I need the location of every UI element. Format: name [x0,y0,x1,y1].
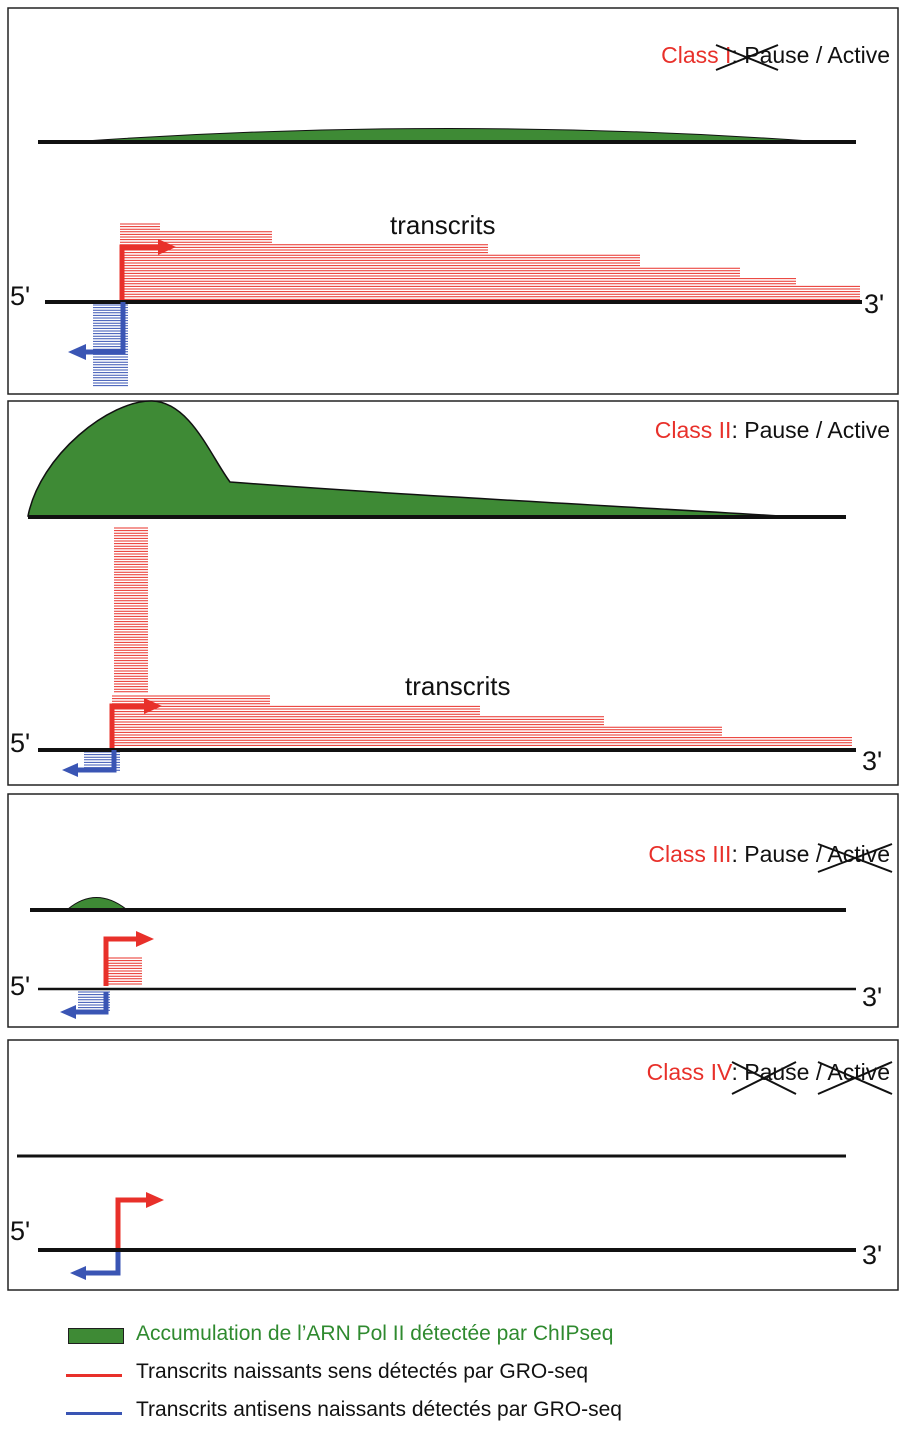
legend-sense-text: Transcrits naissants sens détectés par G… [136,1360,589,1383]
pol2-accumulation-profile [84,128,811,142]
class-name: Class I [661,42,731,68]
legend-item-sense: Transcrits naissants sens détectés par G… [64,1358,894,1396]
gene-classes-diagram: Class I: Pause / Active transcrits 5' 3'… [7,7,899,1291]
active-cross-mark [817,1061,893,1095]
active-label: Active [827,417,890,443]
five-prime-label: 5' [10,281,30,311]
panel-class-3: Class III: Pause / Active 5' 3' [7,793,899,1028]
class-status-label: Class III: Pause / Active [648,841,890,867]
antisense-tss-arrow [85,302,126,355]
legend: Accumulation de l’ARN Pol II détectée pa… [64,1320,894,1434]
legend-pol2-text: Accumulation de l’ARN Pol II détectée pa… [136,1322,614,1345]
sense-transcripts [112,695,852,746]
five-prime-label: 5' [10,1216,30,1246]
active-label: Active [827,841,890,867]
panel-class-2: Class II: Pause / Active transcrits 5' 3… [7,400,899,786]
antisense-arrowhead [68,344,86,360]
class-name: Class IV [647,1059,733,1085]
active-cross-mark [817,843,893,873]
antisense-tss-arrow [86,1252,121,1276]
five-prime-label: 5' [10,971,30,1001]
three-prime-label: 3' [864,289,884,319]
sense-transcripts [120,223,860,300]
three-prime-label: 3' [862,982,882,1012]
class-name: Class III [648,841,731,867]
status-slash: / [809,841,827,867]
transcripts-label: transcrits [390,210,495,240]
class-status-label: Class IV: Pause / Active [647,1059,890,1085]
status-slash: / [809,42,827,68]
active-label: Active [827,1059,890,1085]
sense-line-swatch [66,1374,122,1377]
transcripts-label: transcrits [405,671,510,701]
pause-label: Pause [744,841,809,867]
legend-item-pol2: Accumulation de l’ARN Pol II détectée pa… [64,1320,894,1358]
sense-arrowhead [158,239,176,255]
sense-tss-arrow [115,1197,146,1248]
paused-transcripts [114,527,148,693]
sense-transcripts [104,957,142,985]
panel-frame [7,1039,899,1291]
five-prime-label: 5' [10,728,30,758]
three-prime-label: 3' [862,1240,882,1270]
sense-arrowhead [144,698,162,714]
panel-frame [7,7,899,395]
status-separator: : [731,841,744,867]
antisense-line-swatch [66,1412,122,1415]
pol2-accumulation-profile [27,400,781,517]
sense-tss-arrow [109,703,144,748]
panel-class-4: Class IV: Pause / Active 5' 3' [7,1039,899,1291]
status-slash: / [809,417,827,443]
sense-arrowhead [146,1192,164,1208]
three-prime-label: 3' [862,746,882,776]
pause-label: Pause [744,417,809,443]
class-status-label: Class I: Pause / Active [661,42,890,68]
panel-class-1: Class I: Pause / Active transcrits 5' 3' [7,7,899,395]
antisense-arrowhead [60,1005,76,1019]
active-label: Active [827,42,890,68]
panel-frame [7,400,899,786]
antisense-arrowhead [62,763,78,777]
antisense-arrowhead [70,1266,86,1280]
sense-tss-arrow [103,936,136,986]
pol2-accumulation-profile [66,897,128,910]
antisense-tss-arrow [78,750,117,773]
status-separator: : [731,417,744,443]
class-name: Class II [655,417,732,443]
pol2-swatch [68,1328,124,1344]
pause-cross-mark [715,44,779,71]
legend-antisense-text: Transcrits antisens naissants détectés p… [136,1398,622,1421]
class-status-label: Class II: Pause / Active [655,417,890,443]
sense-tss-arrow [119,244,158,300]
status-slash: / [809,1059,827,1085]
pause-cross-mark [731,1061,797,1095]
sense-arrowhead [136,931,154,947]
legend-item-antisense: Transcrits antisens naissants détectés p… [64,1396,894,1434]
panel-frame [7,793,899,1028]
antisense-tss-arrow [76,992,109,1015]
